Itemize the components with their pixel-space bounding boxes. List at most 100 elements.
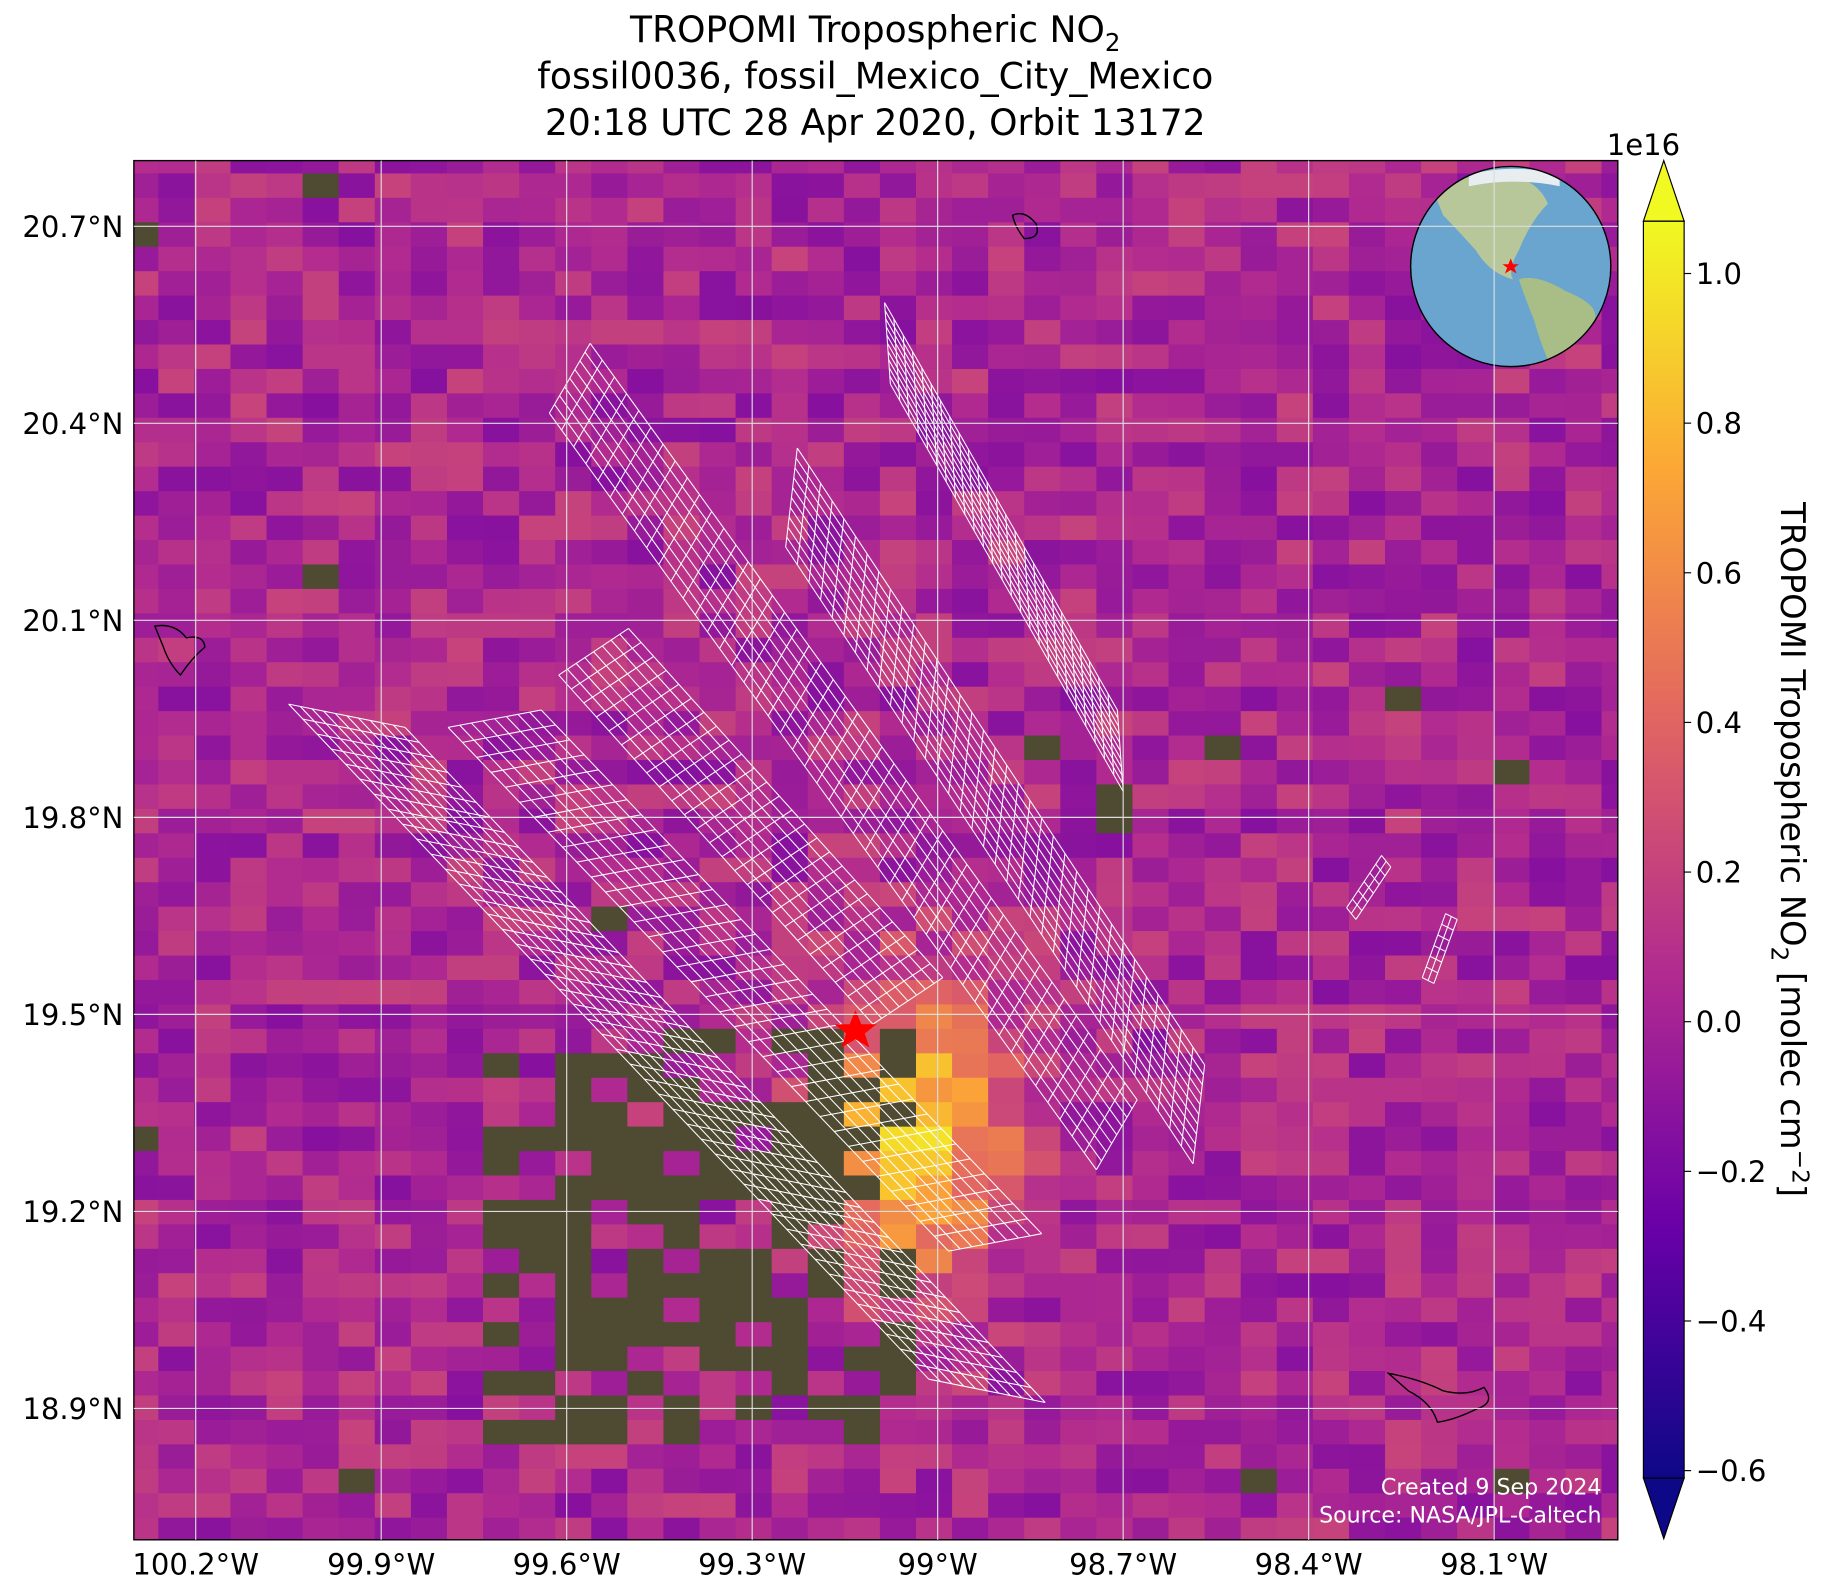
pixel xyxy=(302,1419,340,1446)
pixel xyxy=(410,368,449,395)
pixel xyxy=(483,1199,521,1226)
pixel xyxy=(133,588,160,615)
pixel xyxy=(843,979,882,1006)
pixel xyxy=(555,271,593,297)
pixel xyxy=(988,1468,1026,1495)
pixel xyxy=(446,1028,485,1055)
pixel xyxy=(1276,515,1315,542)
pixel xyxy=(1312,1493,1351,1519)
pixel xyxy=(338,1028,376,1055)
pixel xyxy=(699,246,737,273)
pixel xyxy=(879,833,918,859)
pixel xyxy=(230,1468,268,1495)
pixel xyxy=(1132,637,1170,664)
pixel xyxy=(410,1297,449,1324)
pixel xyxy=(1565,1248,1603,1275)
pixel xyxy=(1276,931,1315,957)
pixel xyxy=(194,613,232,639)
pixel xyxy=(133,857,160,884)
pixel xyxy=(1312,197,1351,224)
pixel xyxy=(446,1493,485,1519)
pixel xyxy=(1168,1175,1206,1202)
pixel xyxy=(1529,1273,1567,1299)
pixel xyxy=(302,662,340,688)
pixel xyxy=(1132,466,1170,493)
pixel xyxy=(1348,955,1387,982)
pixel xyxy=(807,160,845,175)
pixel xyxy=(1132,393,1170,419)
pixel xyxy=(735,1468,773,1495)
pixel xyxy=(410,882,449,908)
pixel xyxy=(1276,368,1315,395)
pixel xyxy=(843,1419,882,1446)
pixel xyxy=(1204,271,1242,297)
pixel xyxy=(1168,955,1206,982)
pixel xyxy=(699,1273,737,1299)
pixel xyxy=(1348,491,1387,517)
pixel xyxy=(302,540,340,566)
pixel xyxy=(230,295,268,322)
pixel xyxy=(1060,564,1098,591)
pixel xyxy=(1060,491,1098,517)
pixel xyxy=(158,442,196,468)
pixel xyxy=(133,540,160,566)
pixel xyxy=(374,979,413,1006)
pixel xyxy=(1348,1444,1387,1470)
pixel xyxy=(302,1346,340,1373)
pixel xyxy=(158,637,196,664)
pixel xyxy=(1060,295,1098,322)
x-tick-label: 99.3°W xyxy=(698,1548,806,1582)
pixel xyxy=(1601,833,1618,859)
pixel xyxy=(699,1493,737,1519)
pixel xyxy=(1024,417,1062,444)
pixel xyxy=(266,1077,304,1104)
pixel xyxy=(1024,160,1062,175)
pixel xyxy=(952,1077,990,1104)
pixel xyxy=(1276,173,1315,200)
pixel xyxy=(1240,1468,1278,1495)
pixel xyxy=(302,1444,340,1470)
pixel xyxy=(771,637,809,664)
target-grid-line xyxy=(346,715,988,1392)
pixel xyxy=(446,613,485,639)
pixel xyxy=(988,393,1026,419)
pixel xyxy=(1565,564,1603,591)
pixel xyxy=(338,1248,376,1275)
pixel xyxy=(302,564,340,591)
pixel xyxy=(1601,1468,1618,1495)
pixel xyxy=(1493,735,1531,762)
pixel xyxy=(1096,197,1134,224)
pixel xyxy=(591,1468,629,1495)
pixel xyxy=(483,1322,521,1348)
pixel xyxy=(158,564,196,591)
pixel xyxy=(1096,613,1134,639)
pixel xyxy=(699,1468,737,1495)
x-tick-label: 100.2°W xyxy=(132,1548,259,1582)
pixel xyxy=(915,295,954,322)
pixel xyxy=(1601,320,1618,346)
pixel xyxy=(1312,1248,1351,1275)
pixel xyxy=(410,515,449,542)
pixel xyxy=(133,662,160,688)
pixel xyxy=(1168,564,1206,591)
pixel xyxy=(158,1371,196,1397)
globe-site-star xyxy=(1502,258,1519,274)
pixel xyxy=(1276,906,1315,933)
pixel xyxy=(1096,564,1134,591)
pixel xyxy=(915,197,954,224)
pixel xyxy=(266,760,304,786)
pixel xyxy=(374,1248,413,1275)
pixel xyxy=(1385,760,1423,786)
pixel xyxy=(410,1004,449,1031)
pixel xyxy=(555,1517,593,1540)
pixel xyxy=(735,711,773,737)
pixel xyxy=(555,1273,593,1299)
colorbar-multiplier: 1e16 xyxy=(1607,128,1680,162)
target-grid-line xyxy=(887,343,1121,751)
pixel xyxy=(158,1517,196,1540)
pixel xyxy=(1493,1224,1531,1250)
pixel xyxy=(1168,1248,1206,1275)
pixel xyxy=(1240,1493,1278,1519)
pixel xyxy=(158,197,196,224)
pixel xyxy=(1529,1151,1567,1177)
